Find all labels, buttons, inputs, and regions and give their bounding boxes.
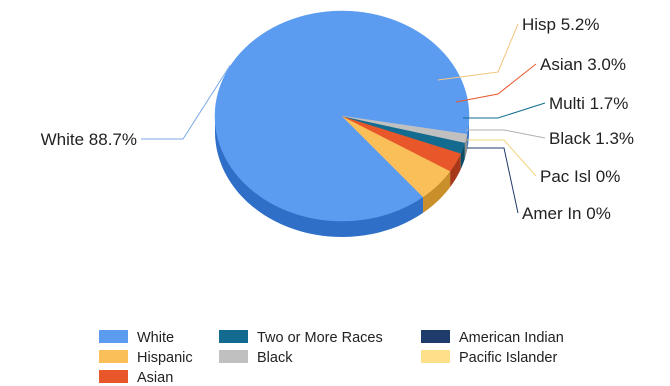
legend-label-pacific-islander: Pacific Islander [459, 350, 557, 366]
callout-asian: Asian 3.0% [540, 55, 626, 74]
legend-swatch-pacific-islander [421, 350, 450, 363]
callout-two-or-more-races: Multi 1.7% [549, 94, 628, 113]
legend-swatch-asian [99, 370, 128, 383]
callout-hispanic: Hisp 5.2% [522, 15, 599, 34]
legend-swatch-two-or-more-races [219, 330, 248, 343]
legend-label-american-indian: American Indian [459, 330, 564, 346]
legend-label-hispanic: Hispanic [137, 350, 193, 366]
callout-american-indian: Amer In 0% [522, 204, 611, 223]
leader-white [141, 64, 231, 140]
pie-slices [214, 10, 470, 222]
callout-white: White 88.7% [41, 130, 137, 149]
legend-swatch-white [99, 330, 128, 343]
callout-leaders [141, 23, 546, 214]
pie-side-white [467, 116, 469, 151]
leader-hispanic [437, 23, 519, 81]
callout-pacific-islander: Pac Isl 0% [540, 167, 620, 186]
leader-two-or-more-races [463, 102, 546, 119]
leader-black [466, 129, 546, 139]
pie-side-hispanic [423, 171, 451, 213]
pie-side-black [464, 134, 468, 159]
legend: White Two or More Races American Indian His… [99, 330, 564, 386]
pie-3d-side [215, 116, 469, 237]
pie-side-two-or-more-races [460, 142, 465, 170]
callout-black: Black 1.3% [549, 129, 634, 148]
leader-american-indian [467, 147, 519, 214]
legend-label-white: White [137, 330, 174, 346]
legend-label-two-or-more-races: Two or More Races [257, 330, 383, 346]
legend-label-asian: Asian [137, 370, 173, 386]
leader-pacific-islander [467, 139, 537, 177]
legend-swatch-american-indian [421, 330, 450, 343]
pie-slice-black [341, 115, 468, 143]
pie-side-asian [450, 153, 461, 188]
leader-asian [455, 63, 537, 103]
callout-labels: White 88.7% Hisp 5.2% Asian 3.0% Multi 1.7%… [41, 15, 634, 223]
pie-side-white-1 [215, 116, 424, 237]
legend-label-black: Black [257, 350, 293, 366]
legend-swatch-black [219, 350, 248, 363]
legend-swatch-hispanic [99, 350, 128, 363]
